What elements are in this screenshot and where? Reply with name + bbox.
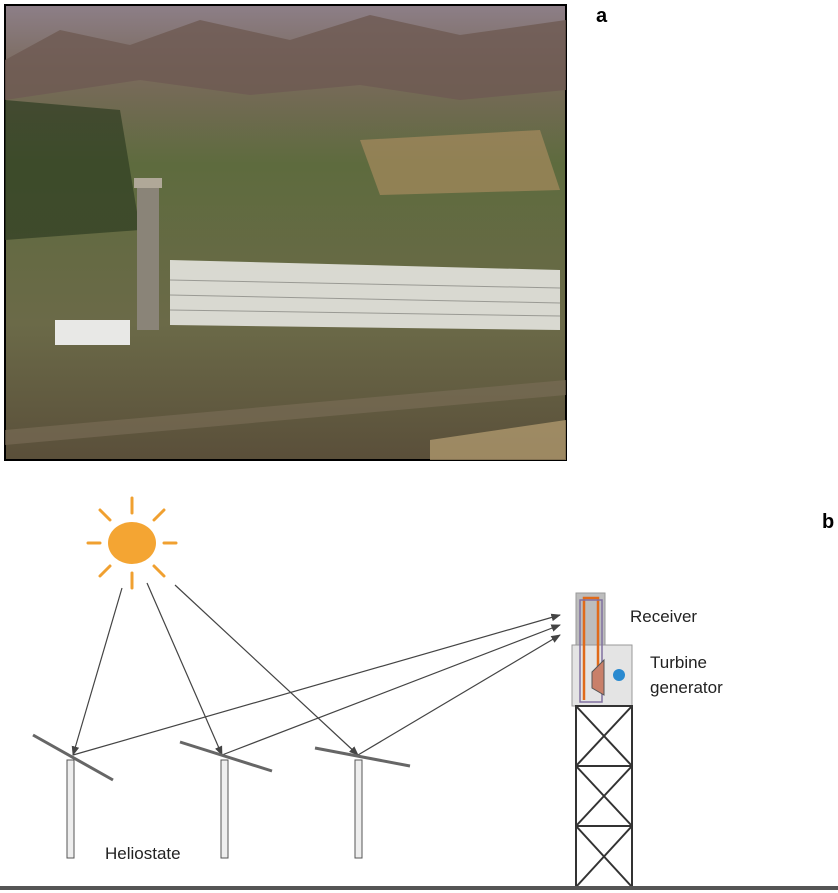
tower <box>572 593 632 887</box>
light-rays <box>73 583 560 755</box>
heliostat-label: Heliostate <box>105 844 181 863</box>
page: {"panel_a": {"label": "a"}, "panel_b": {… <box>0 0 838 893</box>
photo <box>5 5 566 460</box>
receiver-label: Receiver <box>630 607 697 626</box>
panel-label: a <box>596 5 608 27</box>
turbine-label: Turbine <box>650 653 707 672</box>
panel-label: b <box>822 511 834 533</box>
figure: a b <box>0 0 838 893</box>
sun <box>88 498 176 588</box>
turbine-label: generator <box>650 678 723 697</box>
